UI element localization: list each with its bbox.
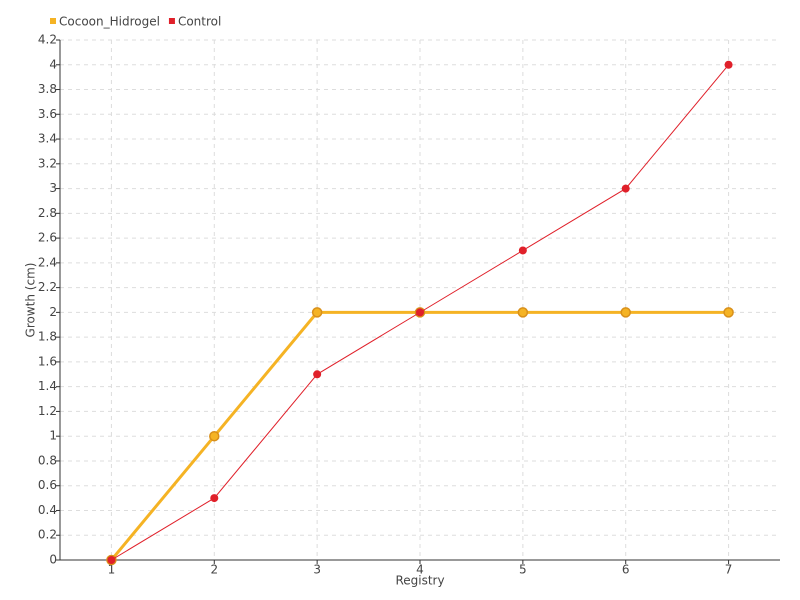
legend-label: Cocoon_Hidrogel xyxy=(59,15,160,29)
x-axis-label: Registry xyxy=(395,574,444,588)
y-tick-label: 0 xyxy=(49,553,57,567)
data-point xyxy=(620,307,631,318)
y-tick-label: 3.8 xyxy=(38,82,57,96)
y-tick-label: 1.6 xyxy=(38,354,57,368)
data-point xyxy=(313,370,322,379)
x-tick-label: 6 xyxy=(622,563,630,577)
data-point xyxy=(621,184,630,193)
x-tick-label: 4 xyxy=(416,563,424,577)
y-tick-label: 1 xyxy=(49,429,57,443)
data-point xyxy=(518,246,527,255)
y-tick-label: 3 xyxy=(49,181,57,195)
y-tick-label: 3.2 xyxy=(38,156,57,170)
data-point xyxy=(723,307,734,318)
data-point xyxy=(209,430,220,442)
data-point xyxy=(517,307,529,318)
y-tick-label: 1.4 xyxy=(38,379,57,393)
y-tick-label: 1.8 xyxy=(38,330,57,344)
y-tick-label: 2.6 xyxy=(38,231,57,245)
x-tick-label: 5 xyxy=(519,563,527,577)
x-tick-label: 7 xyxy=(725,563,733,577)
y-tick-label: 4 xyxy=(49,57,57,71)
y-tick-label: 0.6 xyxy=(38,478,57,492)
x-tick-label: 2 xyxy=(210,563,218,577)
y-tick-label: 1.2 xyxy=(38,404,57,418)
data-point xyxy=(416,308,424,317)
data-point xyxy=(107,556,116,564)
y-tick-label: 2.4 xyxy=(38,255,57,269)
data-point xyxy=(311,307,323,318)
x-tick-label: 1 xyxy=(108,563,116,577)
y-tick-label: 3.6 xyxy=(38,107,57,121)
data-point xyxy=(724,60,733,69)
y-tick-label: 0.2 xyxy=(38,528,57,542)
legend-label: Control xyxy=(178,15,221,29)
legend-swatch xyxy=(168,18,175,24)
y-axis-label: Growth (cm) xyxy=(24,263,38,338)
y-tick-label: 2 xyxy=(49,305,57,319)
y-tick-label: 3.4 xyxy=(38,132,57,146)
y-tick-label: 0.4 xyxy=(38,503,57,517)
legend-swatch xyxy=(50,18,56,24)
y-tick-label: 2.2 xyxy=(38,280,57,294)
x-tick-label: 3 xyxy=(313,563,321,577)
y-tick-label: 4.2 xyxy=(38,33,57,47)
y-tick-label: 0.8 xyxy=(38,453,57,467)
data-point xyxy=(210,494,219,503)
y-tick-label: 2.8 xyxy=(38,206,57,220)
